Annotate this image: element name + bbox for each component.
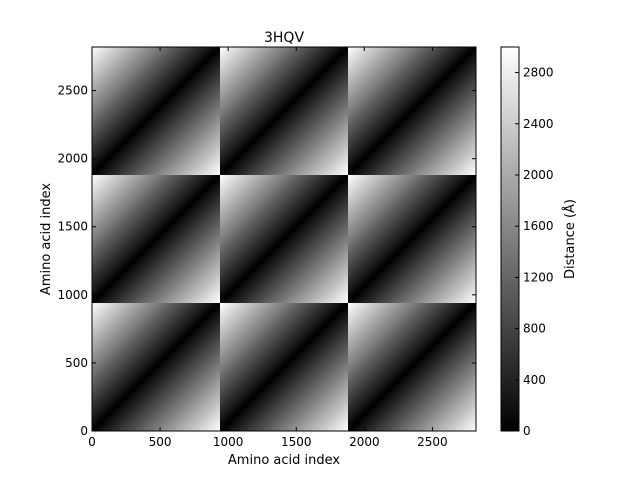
colorbar-tick-label: 2000	[523, 168, 554, 182]
colorbar-tick-label: 1600	[523, 219, 554, 233]
chart-title: 3HQV	[264, 30, 304, 46]
colorbar-tick-label: 1200	[523, 270, 554, 284]
x-tick-label: 0	[88, 435, 96, 449]
heatmap-block	[220, 175, 348, 303]
y-tick-label: 1500	[57, 220, 88, 234]
y-tick-label: 0	[80, 424, 88, 438]
y-tick-label: 1000	[57, 288, 88, 302]
heatmap-image	[92, 47, 476, 431]
colorbar-label: Distance (Å)	[562, 199, 578, 279]
colorbar-tick-label: 2400	[523, 117, 554, 131]
heatmap-block	[348, 303, 476, 431]
heatmap-block	[92, 175, 220, 303]
y-axis-ticks: 0 500 1000 1500 2000 2500	[57, 84, 476, 438]
y-tick-label: 2000	[57, 152, 88, 166]
colorbar-tick-label: 2800	[523, 66, 554, 80]
colorbar-ticks: 0 400 800 1200 1600 2000 2400 2800	[515, 66, 554, 438]
x-tick-label: 1500	[281, 435, 312, 449]
heatmap-block	[220, 47, 348, 175]
x-tick-label: 500	[149, 435, 172, 449]
colorbar-tick-label: 0	[523, 424, 531, 438]
y-tick-label: 2500	[57, 84, 88, 98]
y-tick-label: 500	[65, 356, 88, 370]
x-axis-ticks: 0 500 1000 1500 2000 2500	[88, 47, 448, 449]
heatmap-block	[348, 175, 476, 303]
colorbar-tick-label: 800	[523, 322, 546, 336]
x-tick-label: 2000	[349, 435, 380, 449]
heatmap-block	[92, 303, 220, 431]
y-axis-label: Amino acid index	[39, 183, 54, 295]
x-tick-label: 1000	[213, 435, 244, 449]
heatmap-block	[220, 303, 348, 431]
x-axis-label: Amino acid index	[228, 453, 340, 468]
heatmap-block	[92, 47, 220, 175]
colorbar	[500, 46, 520, 432]
colorbar-tick-label: 400	[523, 373, 546, 387]
x-tick-label: 2500	[417, 435, 448, 449]
heatmap-block	[348, 47, 476, 175]
plot-frame	[91, 46, 477, 432]
